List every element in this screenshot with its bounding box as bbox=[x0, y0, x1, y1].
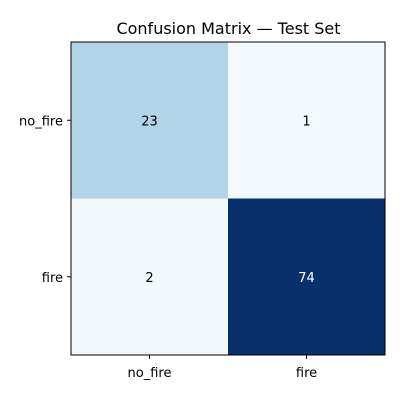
cell-value-label: 2 bbox=[145, 271, 153, 286]
cell-value-label: 74 bbox=[298, 271, 315, 286]
heatmap-cells bbox=[71, 42, 386, 356]
x-tick-label: fire bbox=[296, 366, 317, 381]
y-tick-label: no_fire bbox=[19, 114, 63, 129]
x-axis-ticks: no_fire fire bbox=[128, 355, 318, 381]
y-tick-label: fire bbox=[42, 271, 63, 286]
chart-title: Confusion Matrix — Test Set bbox=[116, 19, 340, 38]
x-tick-label: no_fire bbox=[128, 366, 172, 381]
cell-value-label: 23 bbox=[141, 114, 158, 129]
cell-value-label: 1 bbox=[302, 114, 310, 129]
